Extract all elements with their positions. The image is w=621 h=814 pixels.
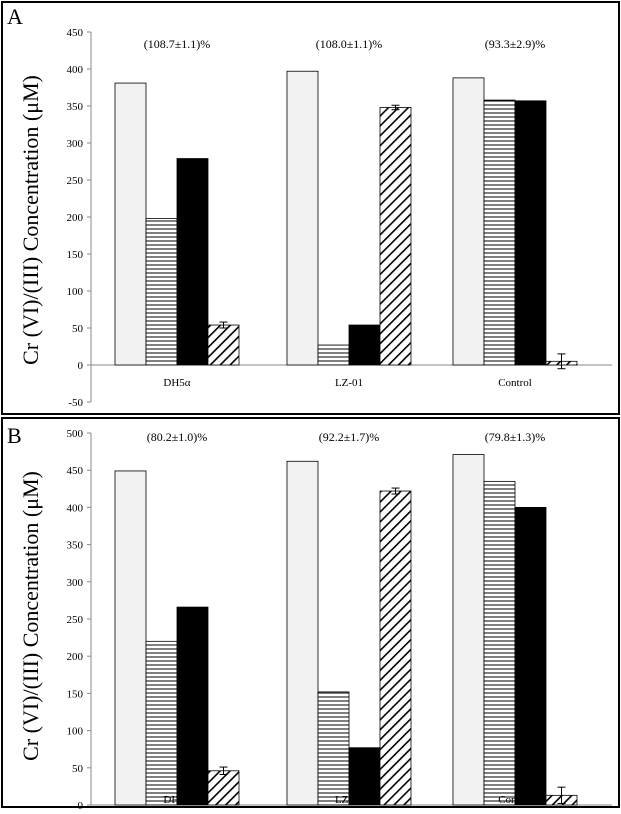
bar-horizontal-lines-1 bbox=[317, 691, 350, 806]
bar-horizontal-lines-2 bbox=[483, 99, 516, 366]
panel-frame bbox=[1, 417, 620, 808]
y-tick-label: -50 bbox=[68, 397, 83, 409]
panel-label: B bbox=[7, 423, 22, 448]
bar-diagonal-hatch-1 bbox=[379, 490, 412, 806]
bar-diagonal-hatch-0 bbox=[207, 324, 240, 366]
bar-diagonal-hatch-0 bbox=[207, 770, 240, 806]
bar-solid-black-2 bbox=[514, 100, 547, 366]
bar-light-1 bbox=[286, 70, 319, 366]
y-tick-label: 200 bbox=[67, 651, 84, 663]
y-tick-label: 0 bbox=[78, 360, 84, 372]
y-tick-label: 450 bbox=[67, 27, 84, 39]
bar-horizontal-lines-0 bbox=[145, 218, 178, 366]
bar-light-1 bbox=[286, 460, 319, 806]
bar-solid-black-1 bbox=[348, 324, 381, 366]
category-label: Control bbox=[498, 794, 532, 806]
y-tick-label: 50 bbox=[72, 763, 84, 775]
y-tick-label: 500 bbox=[67, 428, 84, 440]
category-label: Control bbox=[498, 377, 532, 389]
category-label: DH5α bbox=[163, 377, 190, 389]
category-label: LZ-01 bbox=[335, 377, 363, 389]
recovery-annotation: (92.2±1.7)% bbox=[319, 430, 380, 444]
bar-light-2 bbox=[452, 454, 485, 806]
category-label: LZ-01 bbox=[335, 794, 363, 806]
bar-solid-black-0 bbox=[176, 606, 209, 806]
bar-horizontal-lines-0 bbox=[145, 640, 178, 806]
y-tick-label: 250 bbox=[67, 175, 84, 187]
y-tick-label: 400 bbox=[67, 502, 84, 514]
panel-frame bbox=[1, 1, 620, 415]
recovery-annotation: (108.0±1.1)% bbox=[316, 37, 383, 51]
bar-solid-black-2 bbox=[514, 506, 547, 806]
y-tick-label: 350 bbox=[67, 101, 84, 113]
bar-light-2 bbox=[452, 77, 485, 366]
y-tick-label: 50 bbox=[72, 323, 84, 335]
recovery-annotation: (80.2±1.0)% bbox=[147, 430, 208, 444]
y-tick-label: 400 bbox=[67, 64, 84, 76]
recovery-annotation: (93.3±2.9)% bbox=[485, 37, 546, 51]
bar-light-0 bbox=[114, 82, 147, 366]
y-tick-label: 150 bbox=[67, 249, 84, 261]
y-tick-label: 450 bbox=[67, 465, 84, 477]
y-tick-label: 200 bbox=[67, 212, 84, 224]
category-label: DH5α bbox=[163, 794, 190, 806]
recovery-annotation: (79.8±1.3)% bbox=[485, 430, 546, 444]
bar-light-0 bbox=[114, 470, 147, 806]
y-tick-label: 300 bbox=[67, 577, 84, 589]
y-tick-label: 100 bbox=[67, 726, 84, 738]
bar-diagonal-hatch-1 bbox=[379, 107, 412, 366]
y-axis-label: Cr (VI)/(III) Concentration (μM) bbox=[18, 75, 43, 365]
y-tick-label: 0 bbox=[78, 800, 84, 809]
panel-label: A bbox=[7, 4, 23, 29]
y-tick-label: 150 bbox=[67, 688, 84, 700]
bar-solid-black-0 bbox=[176, 158, 209, 366]
panel-B: B 0 50 100 150 200 250 300 350 400 450 500 Cr (VI)/(… bbox=[1, 417, 620, 812]
bar-horizontal-lines-2 bbox=[483, 480, 516, 806]
y-tick-label: 350 bbox=[67, 540, 84, 552]
y-tick-label: 250 bbox=[67, 614, 84, 626]
bar-horizontal-lines-1 bbox=[317, 344, 350, 366]
y-axis-label: Cr (VI)/(III) Concentration (μM) bbox=[18, 471, 43, 761]
recovery-annotation: (108.7±1.1)% bbox=[144, 37, 211, 51]
bar-solid-black-1 bbox=[348, 747, 381, 806]
y-tick-label: 100 bbox=[67, 286, 84, 298]
y-tick-label: 300 bbox=[67, 138, 84, 150]
panel-A: A -50 0 50 100 150 200 250 300 350 400 450 Cr (VI)/(… bbox=[1, 1, 620, 415]
